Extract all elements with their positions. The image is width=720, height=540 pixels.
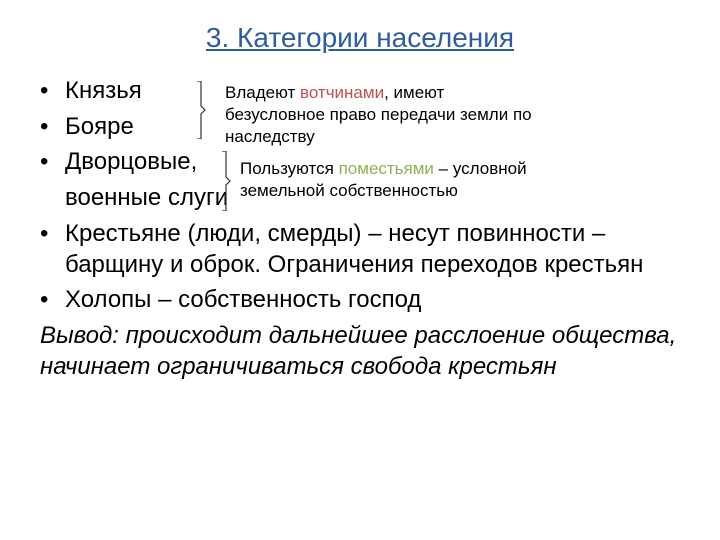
- list-item: Бояре: [25, 112, 695, 143]
- slide-title: 3. Категории населения: [25, 22, 695, 54]
- list-item: Крестьяне (люди, смерды) – несут повинно…: [25, 219, 695, 280]
- content-area: Владеют вотчинами, имеют безусловное пра…: [25, 76, 695, 382]
- list-item: Дворцовые,: [25, 147, 695, 178]
- conclusion-text: Вывод: происходит дальнейшее расслоение …: [25, 321, 695, 382]
- list-item: Князья: [25, 76, 695, 107]
- list-item: Холопы – собственность господ: [25, 285, 695, 316]
